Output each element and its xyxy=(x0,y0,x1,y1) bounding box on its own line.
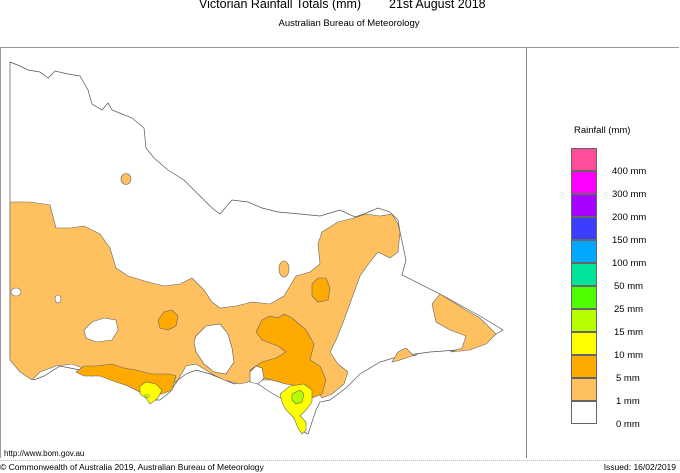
issued-date: Issued: 16/02/2019 xyxy=(603,462,676,472)
legend-swatch-0-1mm xyxy=(571,401,597,424)
rain-15-25mm xyxy=(291,389,305,405)
rain-1-5mm-east xyxy=(431,293,497,353)
legend-swatch-10-15mm xyxy=(571,332,597,355)
legend-label: 0 mm xyxy=(616,419,640,430)
legend-divider xyxy=(526,47,527,458)
copyright-text: © Commonwealth of Australia 2019, Austra… xyxy=(0,462,264,472)
rain-15-25mm-dot xyxy=(144,394,150,398)
footer-divider xyxy=(0,460,680,462)
rain-5-10mm-north xyxy=(311,277,331,303)
rain-5-10mm-center xyxy=(157,309,179,331)
port-phillip-bay xyxy=(193,323,235,375)
rain-10-15mm-wilsons xyxy=(279,383,313,435)
legend-swatch-100-150mm xyxy=(571,240,597,263)
map-date: 21st August 2018 xyxy=(389,0,486,11)
legend-swatch-300-400mm xyxy=(571,171,597,194)
map-subtitle: Australian Bureau of Meteorology xyxy=(278,18,420,29)
rain-1-5mm-east-2 xyxy=(391,347,419,363)
legend-label: 150 mm xyxy=(612,235,647,246)
map-frame xyxy=(0,47,679,458)
legend-swatch-5-10mm xyxy=(571,355,597,378)
rain-1-5mm-blob-2 xyxy=(278,260,290,278)
map-title: Victorian Rainfall Totals (mm) xyxy=(199,0,362,11)
legend-swatch-400mm-plus xyxy=(571,148,597,171)
rain-1-5mm-blob xyxy=(120,173,132,185)
legend-label: 5 mm xyxy=(616,373,640,384)
legend-swatch-50-100mm xyxy=(571,263,597,286)
western-port xyxy=(249,365,265,385)
legend-swatch-15-25mm xyxy=(571,309,597,332)
legend-label: 400 mm xyxy=(612,166,647,177)
rain-10-15mm-otways xyxy=(139,381,163,405)
legend-title: Rainfall (mm) xyxy=(574,125,631,136)
no-rain-hole-2 xyxy=(54,294,62,304)
legend-label: 50 mm xyxy=(614,281,644,292)
legend-swatch-150-200mm xyxy=(571,217,597,240)
legend-label: 200 mm xyxy=(612,212,647,223)
legend-swatch-25-50mm xyxy=(571,286,597,309)
legend-label: 1 mm xyxy=(616,396,640,407)
legend-label: 25 mm xyxy=(614,304,644,315)
legend-label: 15 mm xyxy=(614,327,644,338)
legend-label: 100 mm xyxy=(612,258,647,269)
legend-label: 10 mm xyxy=(614,350,644,361)
legend-label: 300 mm xyxy=(612,189,647,200)
no-rain-hole-3 xyxy=(83,317,119,343)
no-rain-hole-1 xyxy=(10,287,22,297)
legend-swatch-1-5mm xyxy=(571,378,597,401)
chart-title: Victorian Rainfall Totals (mm) 21st Augu… xyxy=(0,0,680,13)
legend-swatch-200-300mm xyxy=(571,194,597,217)
source-url[interactable]: http://www.bom.gov.au xyxy=(4,449,85,458)
victoria-rainfall-map xyxy=(9,61,504,435)
